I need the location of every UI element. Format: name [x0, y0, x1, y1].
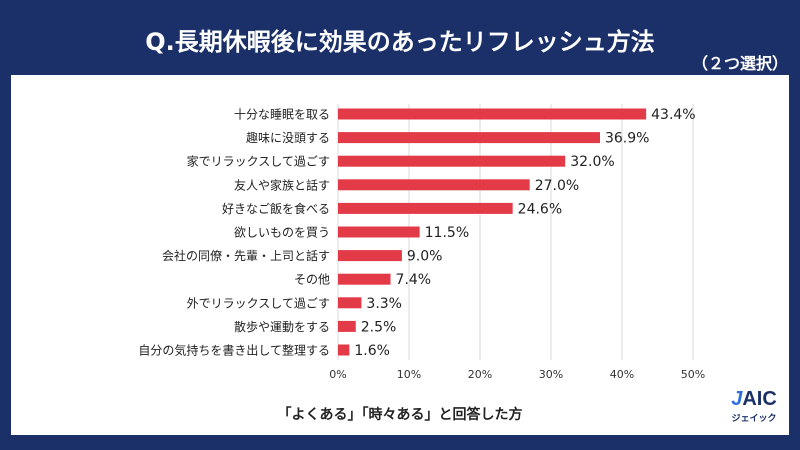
x-tick-label: 10%	[397, 368, 421, 381]
category-label: 友人や家族と話す	[234, 177, 330, 192]
value-label: 7.4%	[396, 272, 432, 288]
bar	[338, 202, 513, 214]
logo-mark: JAIC	[731, 388, 777, 410]
x-tick-label: 50%	[681, 368, 705, 381]
category-label: 外でリラックスして過ごす	[187, 295, 330, 310]
category-label: 欲しいものを買う	[234, 226, 330, 240]
chart-title: Q.長期休暇後に効果のあったリフレッシュ方法	[145, 28, 655, 56]
value-label: 43.4%	[651, 107, 695, 123]
category-label: 散歩や運動をする	[234, 319, 330, 334]
chart-subtitle: （２つ選択）	[691, 54, 788, 73]
respondent-note: 「よくある」「時々ある」と回答した方	[277, 407, 523, 423]
category-label: その他	[294, 273, 330, 287]
bar	[338, 226, 420, 238]
value-label: 24.6%	[518, 201, 562, 217]
value-label: 1.6%	[354, 343, 390, 359]
category-label: 家でリラックスして過ごす	[187, 154, 330, 169]
bar	[338, 179, 530, 191]
x-tick-label: 40%	[610, 368, 634, 381]
jaic-logo: JAIC ジェイック	[724, 388, 784, 424]
value-label: 3.3%	[366, 296, 402, 312]
bar	[338, 297, 362, 309]
value-label: 9.0%	[407, 249, 443, 265]
bar	[338, 108, 647, 120]
value-label: 32.0%	[570, 154, 614, 170]
bar	[338, 320, 356, 332]
bar	[338, 132, 600, 144]
bar	[338, 250, 402, 262]
value-label: 36.9%	[605, 131, 649, 147]
x-tick-label: 20%	[468, 368, 492, 381]
category-label: 好きなご飯を食べる	[222, 201, 330, 216]
value-label: 2.5%	[361, 319, 397, 335]
category-label: 会社の同僚・先輩・上司と話す	[162, 248, 330, 263]
bar	[338, 273, 391, 285]
category-label: 自分の気持ちを書き出して整理する	[138, 343, 330, 358]
x-tick-label: 0%	[329, 368, 346, 381]
logo-kana: ジェイック	[731, 414, 777, 424]
bar	[338, 155, 566, 167]
bar	[338, 344, 350, 356]
value-label: 27.0%	[535, 178, 579, 194]
category-label: 十分な睡眠を取る	[234, 108, 330, 122]
value-label: 11.5%	[425, 225, 469, 241]
category-label: 趣味に没頭する	[246, 130, 330, 145]
x-tick-label: 30%	[539, 368, 563, 381]
